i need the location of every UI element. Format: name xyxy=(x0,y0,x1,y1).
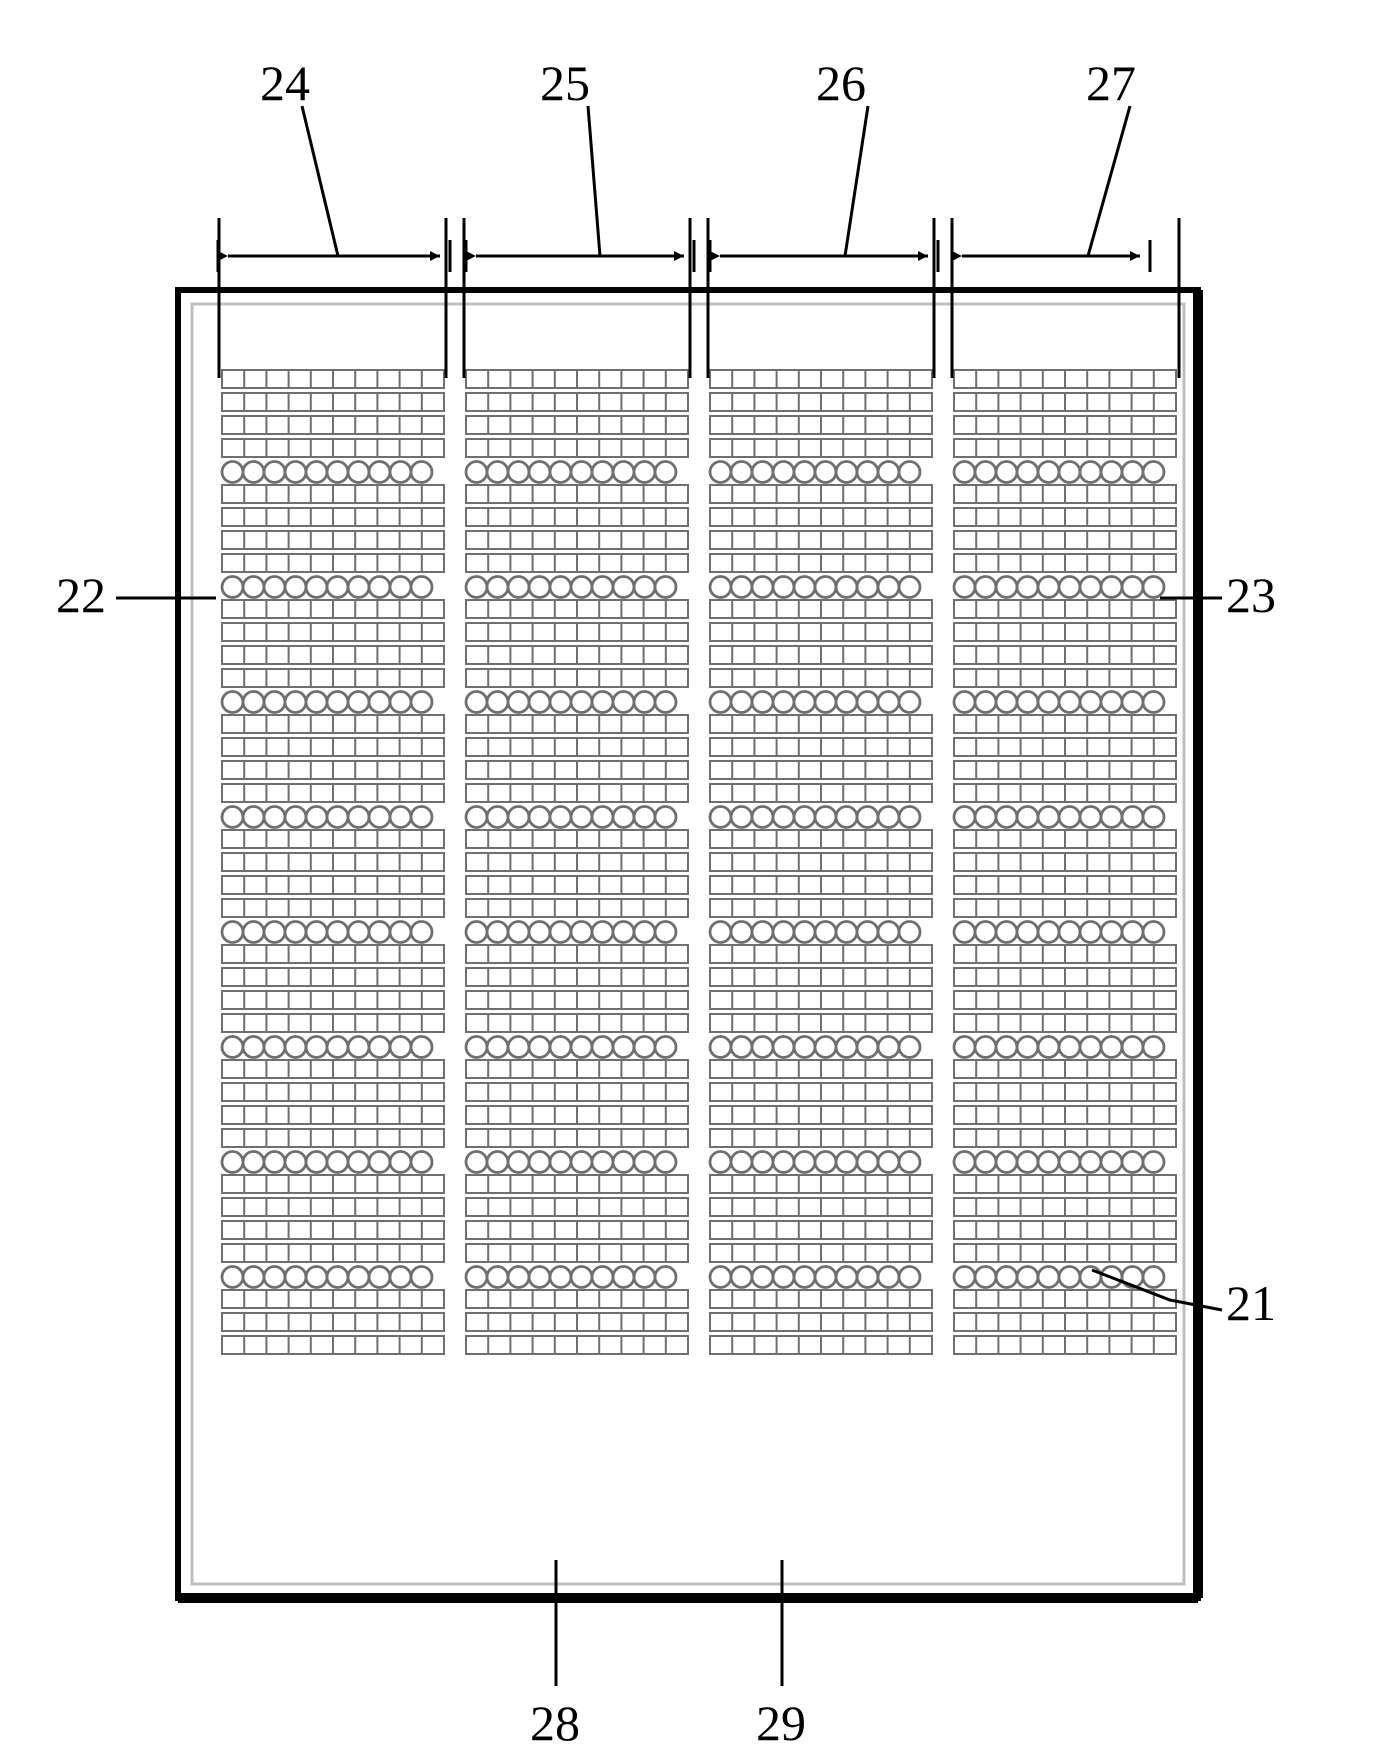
callout-29: 29 xyxy=(756,1695,806,1751)
technical-diagram: 24 25 26 27 22 23 21 28 29 xyxy=(0,0,1374,1759)
callout-21: 21 xyxy=(1226,1275,1276,1331)
callout-25: 25 xyxy=(540,55,590,111)
callout-22: 22 xyxy=(56,567,106,623)
callout-23: 23 xyxy=(1226,567,1276,623)
callout-24: 24 xyxy=(260,55,310,111)
callout-28: 28 xyxy=(530,1695,580,1751)
callout-27: 27 xyxy=(1086,55,1136,111)
callout-26: 26 xyxy=(816,55,866,111)
